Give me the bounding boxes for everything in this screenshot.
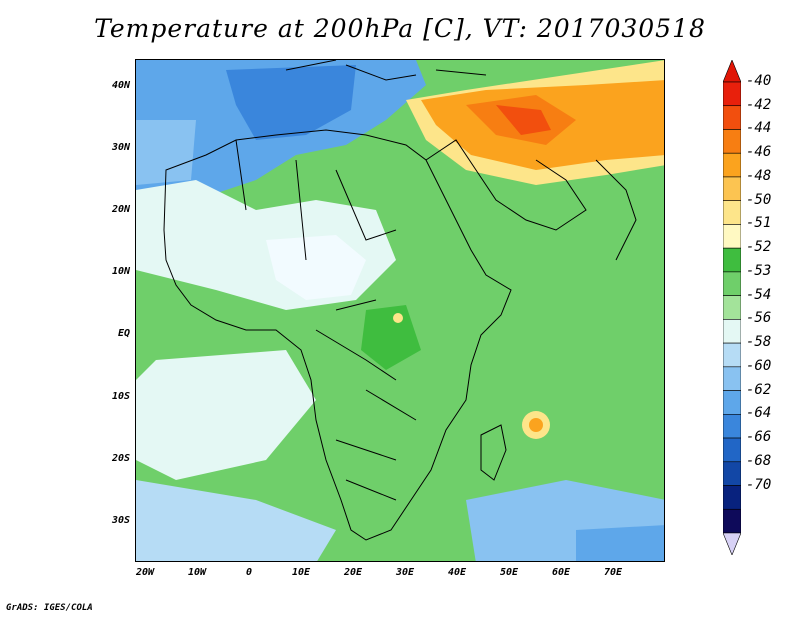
colorbar-level-label: -51 xyxy=(746,215,772,232)
lat-label-eq: EQ xyxy=(117,328,130,339)
lon-label-0: 0 xyxy=(245,567,253,578)
arabia-coastline xyxy=(425,139,587,231)
africa-coastline xyxy=(163,129,512,541)
colorbar-level-label: -48 xyxy=(746,167,772,184)
colorbar-level-label: -58 xyxy=(746,334,772,351)
field-central-green xyxy=(361,305,421,370)
lon-label-60e: 60E xyxy=(551,567,571,578)
colorbar-swatch xyxy=(723,129,741,154)
field-sahel-pale xyxy=(266,235,366,300)
colorbar-swatch xyxy=(723,508,741,534)
colorbar-swatch xyxy=(723,152,741,178)
lon-label-50e: 50E xyxy=(499,567,519,578)
field-south-pale xyxy=(136,350,316,480)
colorbar-level-label: -62 xyxy=(746,381,772,398)
lat-label-20s: 20S xyxy=(111,453,130,464)
colorbar-swatch xyxy=(723,81,741,107)
colorbar-swatch xyxy=(723,224,741,249)
colorbar-swatch xyxy=(723,247,741,273)
colorbar-swatch xyxy=(723,342,741,368)
field-south-cold xyxy=(136,480,336,561)
colorbar-swatch xyxy=(723,437,741,463)
lat-label-30n: 30N xyxy=(111,142,130,153)
lat-label-20n: 20N xyxy=(111,204,130,215)
colorbar-bottom-arrow xyxy=(723,532,741,555)
chart-title: Temperature at 200hPa [C], VT: 201703051… xyxy=(94,14,706,43)
colorbar-swatch xyxy=(723,414,741,439)
colorbar-level-label: -60 xyxy=(746,357,772,374)
lat-label-40n: 40N xyxy=(111,80,130,91)
lon-label-40e: 40E xyxy=(447,567,467,578)
colorbar-level-label: -53 xyxy=(746,262,772,279)
colorbar-level-label: -46 xyxy=(746,144,772,161)
colorbar-swatch xyxy=(723,485,741,510)
lat-label-30s: 30S xyxy=(111,515,130,526)
colorbar-level-label: -44 xyxy=(746,120,772,137)
field-warm-spot xyxy=(529,418,543,432)
lon-label-20e: 20E xyxy=(343,567,363,578)
field-central-spot xyxy=(393,313,403,323)
madagascar-coastline xyxy=(480,424,507,481)
lat-label-10n: 10N xyxy=(111,266,130,277)
colorbar-swatch xyxy=(723,366,741,391)
field-cold-west xyxy=(136,120,196,185)
country-borders xyxy=(235,139,417,501)
colorbar-swatch xyxy=(723,271,741,296)
lon-label-30e: 30E xyxy=(395,567,415,578)
colorbar-level-label: -68 xyxy=(746,452,772,469)
lat-label-10s: 10S xyxy=(111,391,130,402)
lon-label-70e: 70E xyxy=(603,567,623,578)
coastlines xyxy=(163,60,637,541)
colorbar-level-label: -56 xyxy=(746,310,772,327)
mediterranean-coast xyxy=(285,60,487,81)
temperature-map xyxy=(135,59,665,562)
colorbar-swatch xyxy=(723,105,741,130)
colorbar-swatch xyxy=(723,200,741,225)
lon-label-10w: 10W xyxy=(187,567,207,578)
colorbar-swatch xyxy=(723,176,741,201)
grads-credit: GrADS: IGES/COLA xyxy=(6,603,93,613)
colorbar-swatch xyxy=(723,295,741,320)
field-southeast-colder xyxy=(576,525,664,561)
map-field xyxy=(136,60,664,561)
colorbar-level-label: -40 xyxy=(746,73,772,89)
colorbar xyxy=(723,60,741,555)
colorbar-swatch xyxy=(723,319,741,344)
india-coastline xyxy=(595,159,637,261)
colorbar-level-label: -54 xyxy=(746,286,772,303)
field-warm-peak xyxy=(496,105,551,135)
field-cold-core xyxy=(226,65,356,140)
colorbar-level-label: -66 xyxy=(746,429,772,446)
colorbar-swatch xyxy=(723,390,741,415)
lon-label-20w: 20W xyxy=(135,567,155,578)
colorbar-level-label: -64 xyxy=(746,405,772,422)
lon-label-10e: 10E xyxy=(291,567,311,578)
colorbar-top-arrow xyxy=(723,60,741,83)
colorbar-swatch xyxy=(723,461,741,486)
colorbar-level-label: -52 xyxy=(746,239,772,256)
colorbar-level-label: -70 xyxy=(746,476,772,493)
colorbar-level-label: -50 xyxy=(746,191,772,208)
colorbar-level-label: -42 xyxy=(746,96,772,113)
